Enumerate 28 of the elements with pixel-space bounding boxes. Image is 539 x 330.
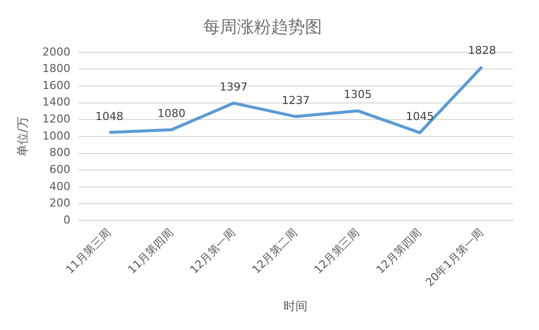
data-label: 1048 — [95, 110, 124, 123]
x-tick-label: 12月第三周 — [312, 226, 362, 276]
x-axis-title: 时间 — [284, 298, 308, 313]
data-label: 1080 — [158, 107, 186, 120]
y-tick-label: 1200 — [42, 112, 70, 126]
y-tick-label: 800 — [49, 146, 70, 160]
y-tick-label: 600 — [49, 162, 70, 176]
data-label: 1828 — [468, 44, 496, 58]
x-tick-label: 12月第一周 — [188, 226, 238, 276]
data-label: 1397 — [220, 80, 248, 94]
data-label: 1045 — [406, 110, 434, 124]
x-tick-label: 11月第三周 — [63, 226, 114, 276]
x-tick-label: 12月第四周 — [374, 226, 424, 276]
y-tick-label: 0 — [63, 213, 70, 226]
y-tick-label: 1000 — [42, 129, 70, 142]
x-tick-label: 11月第四周 — [125, 226, 176, 276]
chart-title: 每周涨粉趋势图 — [203, 18, 322, 38]
y-tick-label: 2000 — [42, 45, 70, 58]
y-tick-label: 400 — [49, 180, 70, 193]
x-tick-label: 20年1月第一周 — [423, 226, 486, 290]
y-tick-label: 1400 — [42, 96, 70, 109]
data-label: 1305 — [344, 88, 372, 102]
y-tick-label: 1600 — [42, 78, 70, 92]
y-axis-title: 单位/万 — [15, 116, 30, 156]
x-tick-label: 12月第二周 — [250, 226, 300, 276]
y-tick-label: 1800 — [42, 62, 70, 76]
y-tick-label: 200 — [49, 196, 70, 210]
data-label: 1237 — [282, 94, 310, 107]
